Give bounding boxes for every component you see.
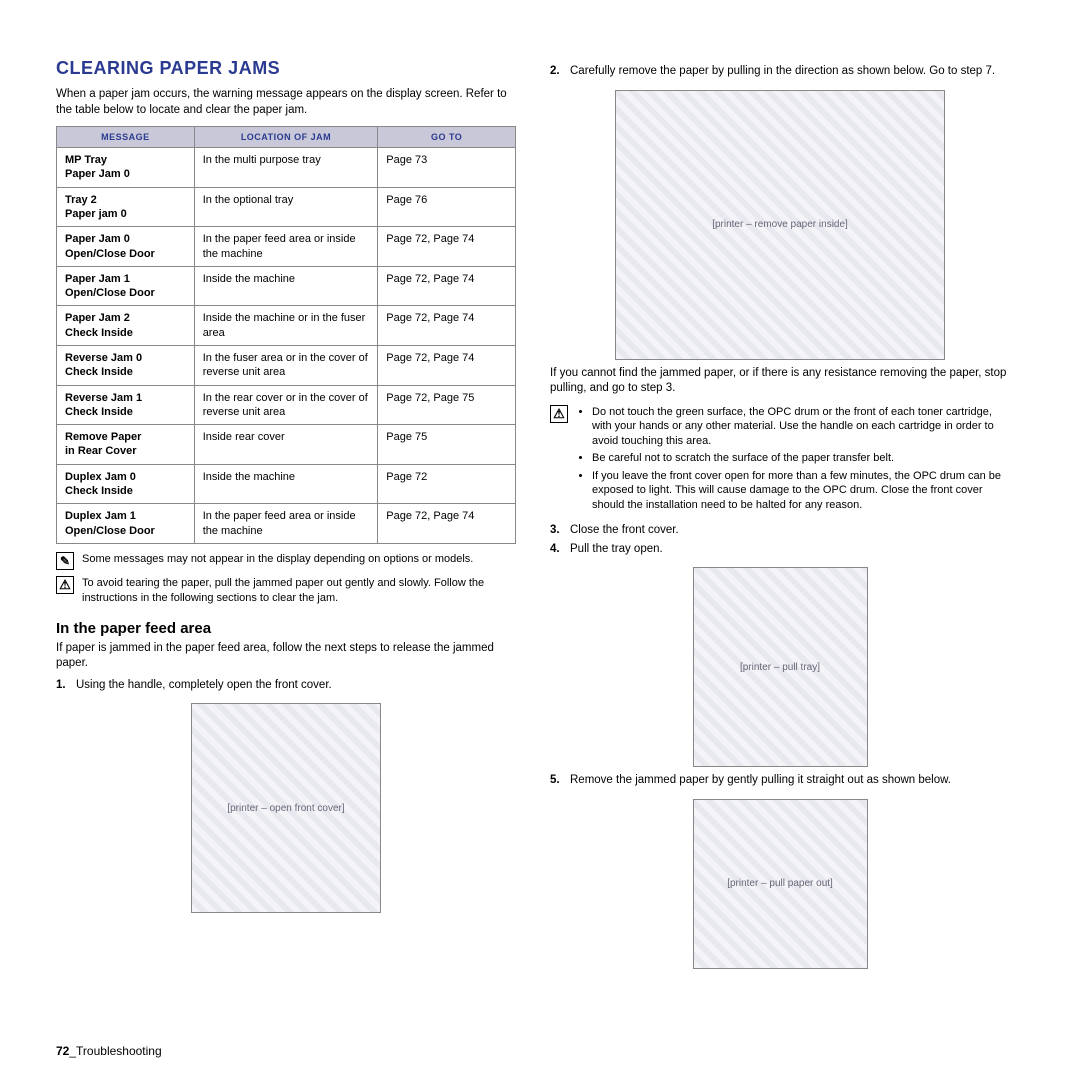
- figure-4: [printer – pull paper out]: [550, 799, 1010, 969]
- th-goto: GO TO: [378, 127, 516, 148]
- table-row: Reverse Jam 1Check InsideIn the rear cov…: [57, 385, 516, 425]
- warning-note-2: Do not touch the green surface, the OPC …: [550, 405, 1010, 516]
- step-1: 1.Using the handle, completely open the …: [56, 678, 516, 694]
- table-row: Duplex Jam 0Check InsideInside the machi…: [57, 464, 516, 504]
- list-item: Do not touch the green surface, the OPC …: [592, 405, 1010, 449]
- warning-icon: [550, 405, 568, 423]
- warning-icon: [56, 576, 74, 594]
- intro-text: When a paper jam occurs, the warning mes…: [56, 87, 516, 118]
- th-location: LOCATION OF JAM: [194, 127, 378, 148]
- warning-note-1-text: To avoid tearing the paper, pull the jam…: [82, 576, 516, 606]
- list-item: Be careful not to scratch the surface of…: [592, 451, 1010, 466]
- subsection-intro: If paper is jammed in the paper feed are…: [56, 641, 516, 672]
- table-row: MP TrayPaper Jam 0In the multi purpose t…: [57, 148, 516, 188]
- list-item: If you leave the front cover open for mo…: [592, 469, 1010, 513]
- post-fig2-text: If you cannot find the jammed paper, or …: [550, 366, 1010, 397]
- table-row: Tray 2Paper jam 0In the optional trayPag…: [57, 187, 516, 227]
- table-row: Paper Jam 2Check InsideInside the machin…: [57, 306, 516, 346]
- table-row: Remove Paperin Rear CoverInside rear cov…: [57, 425, 516, 465]
- subsection-title: In the paper feed area: [56, 620, 516, 637]
- step-5: 5.Remove the jammed paper by gently pull…: [550, 773, 1010, 789]
- info-note: Some messages may not appear in the disp…: [56, 552, 516, 570]
- table-row: Paper Jam 1Open/Close DoorInside the mac…: [57, 266, 516, 306]
- info-note-text: Some messages may not appear in the disp…: [82, 552, 473, 570]
- left-column: CLEARING PAPER JAMS When a paper jam occ…: [56, 58, 516, 975]
- figure-2: [printer – remove paper inside]: [550, 90, 1010, 360]
- step-4: 4.Pull the tray open.: [550, 542, 1010, 558]
- table-row: Paper Jam 0Open/Close DoorIn the paper f…: [57, 227, 516, 267]
- page-footer: 72_Troubleshooting: [56, 1044, 162, 1058]
- jam-table: MESSAGE LOCATION OF JAM GO TO MP TrayPap…: [56, 126, 516, 544]
- table-row: Duplex Jam 1Open/Close DoorIn the paper …: [57, 504, 516, 544]
- section-title: CLEARING PAPER JAMS: [56, 58, 516, 79]
- right-column: 2.Carefully remove the paper by pulling …: [550, 58, 1010, 975]
- figure-1: [printer – open front cover]: [56, 703, 516, 913]
- th-message: MESSAGE: [57, 127, 195, 148]
- step-2: 2.Carefully remove the paper by pulling …: [550, 64, 1010, 80]
- warning-bullets: Do not touch the green surface, the OPC …: [576, 405, 1010, 516]
- figure-3: [printer – pull tray]: [550, 567, 1010, 767]
- pencil-icon: [56, 552, 74, 570]
- table-row: Reverse Jam 0Check InsideIn the fuser ar…: [57, 346, 516, 386]
- warning-note-1: To avoid tearing the paper, pull the jam…: [56, 576, 516, 606]
- step-3: 3.Close the front cover.: [550, 523, 1010, 539]
